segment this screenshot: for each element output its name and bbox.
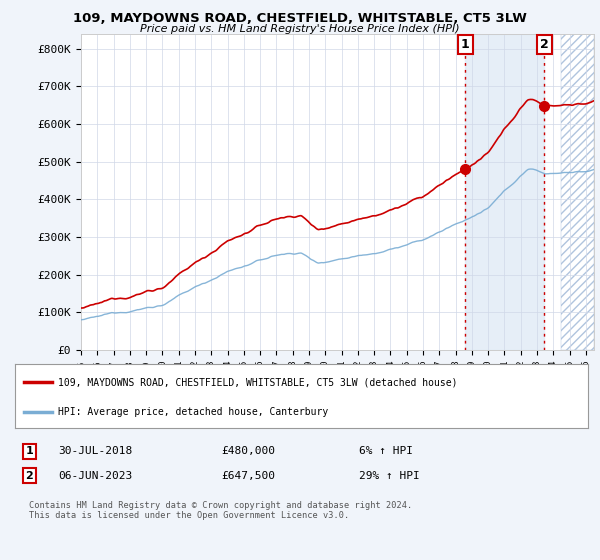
Text: 2: 2 bbox=[25, 470, 33, 480]
Text: 1: 1 bbox=[461, 38, 469, 51]
Bar bbox=[465, 34, 544, 350]
Text: Price paid vs. HM Land Registry's House Price Index (HPI): Price paid vs. HM Land Registry's House … bbox=[140, 24, 460, 34]
Text: 2: 2 bbox=[539, 38, 548, 51]
Bar bbox=[562, 34, 594, 350]
Text: 29% ↑ HPI: 29% ↑ HPI bbox=[359, 470, 419, 480]
Text: £480,000: £480,000 bbox=[221, 446, 275, 456]
Text: 109, MAYDOWNS ROAD, CHESTFIELD, WHITSTABLE, CT5 3LW: 109, MAYDOWNS ROAD, CHESTFIELD, WHITSTAB… bbox=[73, 12, 527, 25]
Text: 30-JUL-2018: 30-JUL-2018 bbox=[58, 446, 132, 456]
Text: 1: 1 bbox=[25, 446, 33, 456]
Bar bbox=[562, 34, 594, 350]
Text: £647,500: £647,500 bbox=[221, 470, 275, 480]
Text: HPI: Average price, detached house, Canterbury: HPI: Average price, detached house, Cant… bbox=[58, 407, 328, 417]
Text: 06-JUN-2023: 06-JUN-2023 bbox=[58, 470, 132, 480]
Text: Contains HM Land Registry data © Crown copyright and database right 2024.
This d: Contains HM Land Registry data © Crown c… bbox=[29, 501, 413, 520]
Text: 6% ↑ HPI: 6% ↑ HPI bbox=[359, 446, 413, 456]
Text: 109, MAYDOWNS ROAD, CHESTFIELD, WHITSTABLE, CT5 3LW (detached house): 109, MAYDOWNS ROAD, CHESTFIELD, WHITSTAB… bbox=[58, 377, 457, 387]
